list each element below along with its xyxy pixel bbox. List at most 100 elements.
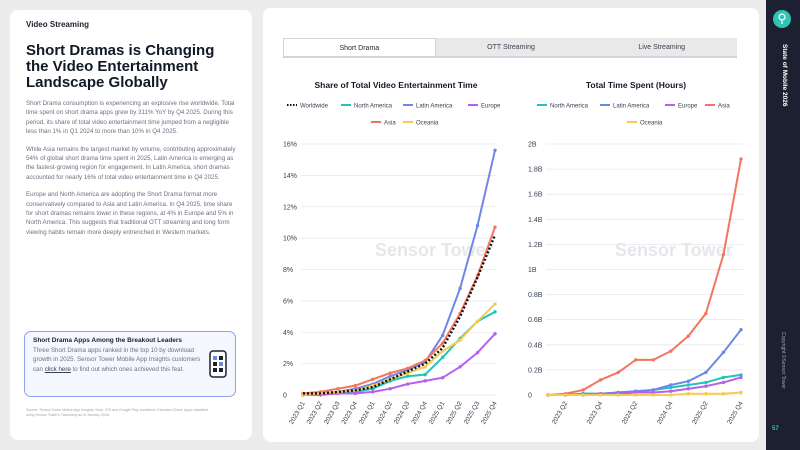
- point-asia: [651, 358, 655, 362]
- series-line-oceania: [548, 391, 742, 396]
- point-asia: [634, 358, 638, 362]
- x-tick-label: 2025 Q2: [691, 400, 710, 425]
- x-tick-label: 2023 Q2: [551, 400, 570, 425]
- legend-label-asia: Asia: [718, 104, 730, 110]
- series-line-latin-america: [548, 329, 742, 396]
- point-oceania: [458, 338, 462, 342]
- x-tick-label: 2025 Q4: [480, 400, 499, 425]
- point-europe: [423, 379, 427, 383]
- watermark-text: Sensor Tower: [615, 240, 733, 260]
- point-asia: [721, 252, 726, 257]
- point-oceania: [423, 365, 427, 369]
- point-asia: [371, 377, 375, 382]
- point-asia: [739, 157, 743, 161]
- y-tick-label: 1.2B: [528, 242, 543, 249]
- y-tick-label: 0: [528, 393, 532, 400]
- series-line-worldwide: [303, 234, 497, 395]
- y-tick-label: 1.4B: [528, 217, 543, 224]
- point-oceania: [493, 302, 497, 306]
- point-europe: [388, 387, 392, 391]
- y-tick-label: 0.6B: [528, 317, 543, 324]
- x-tick-label: 2025 Q4: [726, 400, 745, 425]
- callout-title: Short Drama Apps Among the Breakout Lead…: [33, 337, 183, 344]
- point-asia: [353, 383, 358, 388]
- legend-label-oceania: Oceania: [416, 121, 439, 127]
- body-text: Short Drama consumption is experiencing …: [26, 99, 236, 237]
- tab-live-streaming[interactable]: Live Streaming: [586, 38, 738, 58]
- x-tick-label: 2023 Q3: [323, 400, 342, 425]
- point-north-america: [669, 385, 673, 390]
- x-tick-label: 2023 Q2: [306, 400, 325, 425]
- point-oceania: [739, 390, 743, 395]
- page-headline: Short Dramas is Changing the Video Enter…: [26, 42, 215, 91]
- y-tick-label: 1B: [528, 267, 537, 274]
- click-here-link[interactable]: click here: [44, 365, 71, 373]
- point-latin-america: [440, 333, 445, 338]
- point-europe: [704, 384, 708, 388]
- x-tick-label: 2024 Q1: [358, 400, 377, 425]
- point-oceania: [669, 393, 673, 397]
- point-oceania: [651, 393, 655, 397]
- y-tick-label: 8%: [283, 267, 293, 274]
- x-tick-label: 2023 Q4: [341, 400, 360, 425]
- point-asia: [406, 366, 410, 371]
- y-tick-label: 1.8B: [528, 167, 543, 174]
- x-tick-label: 2024 Q4: [656, 400, 675, 425]
- watermark-text: Sensor Tower: [375, 240, 493, 260]
- callout-text-before: Three Short Drama apps ranked in the top…: [33, 347, 201, 373]
- point-europe: [739, 375, 743, 380]
- point-asia: [336, 387, 340, 391]
- legend-label-north-america: North America: [354, 104, 393, 110]
- point-north-america: [704, 380, 708, 385]
- callout-box: Short Drama Apps Among the Breakout Lead…: [24, 331, 236, 397]
- legend-label-asia: Asia: [384, 121, 396, 127]
- series-line-europe: [303, 333, 496, 396]
- right-sidebar: [766, 0, 800, 450]
- point-europe: [458, 365, 462, 369]
- point-latin-america: [458, 286, 462, 291]
- point-latin-america: [739, 328, 743, 332]
- y-tick-label: 0: [283, 393, 287, 400]
- sidebar-copyright: Copyright ©Sensor Tower: [780, 332, 786, 389]
- logo-circle-icon: [773, 10, 791, 28]
- y-tick-label: 6%: [283, 298, 293, 305]
- point-europe: [371, 390, 375, 394]
- x-tick-label: 2024 Q4: [410, 400, 429, 425]
- point-latin-america: [475, 223, 480, 228]
- x-tick-label: 2023 Q4: [586, 400, 605, 425]
- point-europe: [475, 350, 480, 355]
- tab-short-drama[interactable]: Short Drama: [283, 38, 436, 58]
- callout-text: Three Short Drama apps ranked in the top…: [33, 346, 208, 374]
- x-tick-label: 2025 Q2: [445, 400, 464, 425]
- point-latin-america: [493, 148, 497, 152]
- y-tick-label: 12%: [283, 204, 297, 211]
- point-asia: [704, 311, 708, 316]
- point-asia: [598, 378, 603, 382]
- series-line-north-america: [302, 311, 496, 396]
- callout-text-after: to find out which ones achieved this fea…: [70, 365, 185, 373]
- point-europe: [353, 391, 358, 396]
- point-europe: [651, 390, 655, 395]
- point-europe: [634, 390, 638, 395]
- point-europe: [686, 387, 691, 391]
- point-latin-america: [704, 370, 708, 375]
- body-paragraph-2: While Asia remains the largest market by…: [26, 145, 236, 181]
- logo-pin-icon: [778, 13, 786, 24]
- x-tick-label: 2025 Q1: [428, 400, 447, 425]
- legend-label-europe: Europe: [678, 104, 698, 110]
- point-asia: [686, 334, 691, 338]
- y-tick-label: 4%: [283, 330, 293, 337]
- y-tick-label: 10%: [283, 236, 297, 243]
- section-label: Video Streaming: [26, 20, 89, 29]
- point-oceania: [704, 392, 708, 396]
- point-latin-america: [721, 350, 726, 355]
- y-tick-label: 0.2B: [528, 367, 543, 374]
- y-tick-label: 0.4B: [528, 342, 543, 349]
- tab-ott-streaming[interactable]: OTT Streaming: [435, 38, 587, 58]
- page-number: 57: [772, 426, 779, 432]
- point-oceania: [336, 390, 340, 394]
- point-north-america: [406, 374, 410, 378]
- source-note: Source: Sensor Tower Mobile App Insights…: [26, 408, 208, 417]
- series-line-oceania: [302, 303, 496, 396]
- legend-label-latin-america: Latin America: [416, 104, 453, 110]
